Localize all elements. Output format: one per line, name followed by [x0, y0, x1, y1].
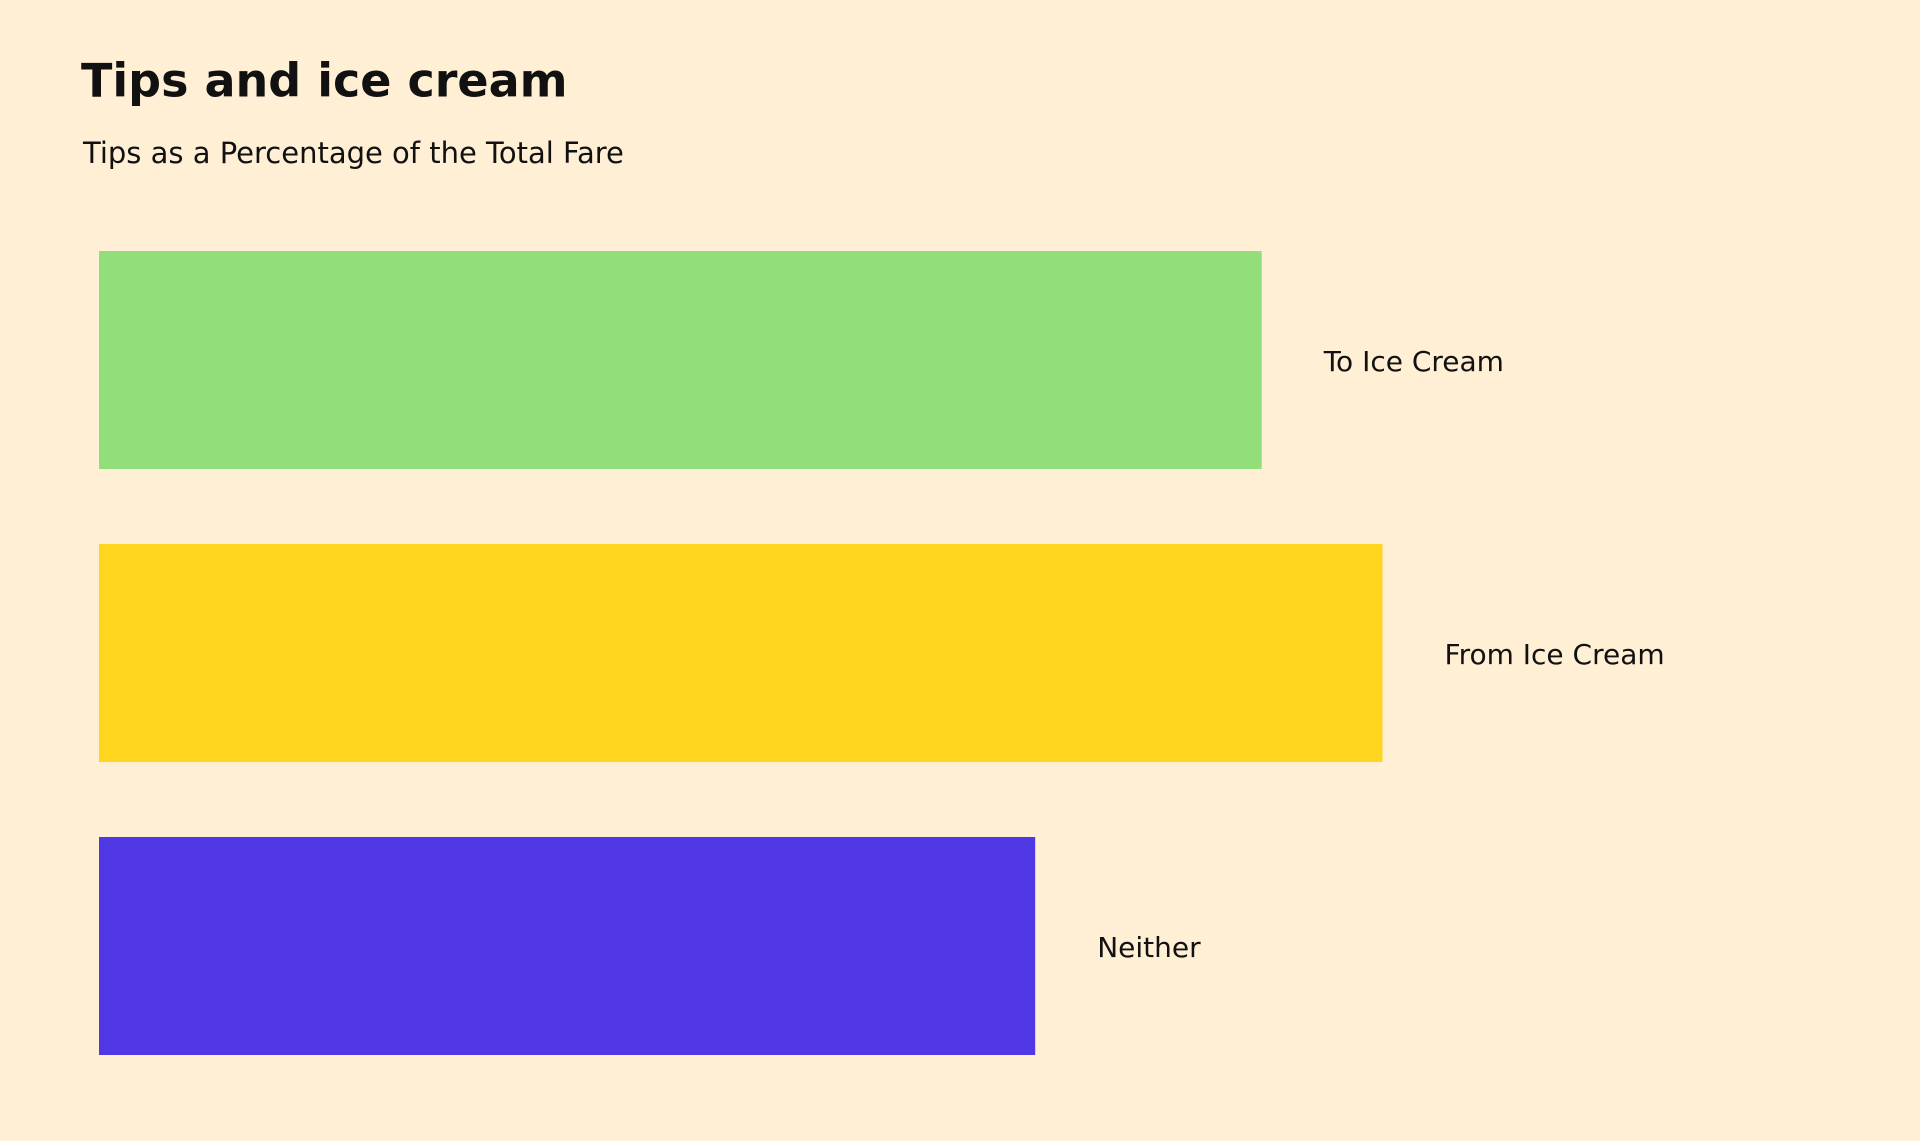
bar — [99, 837, 1036, 1055]
chart-subtitle: Tips as a Percentage of the Total Fare — [82, 136, 624, 170]
bar — [99, 544, 1383, 762]
bar-label: From Ice Cream — [1445, 638, 1665, 671]
bar — [99, 251, 1262, 469]
bar-label: Neither — [1097, 931, 1201, 964]
bar-label: To Ice Cream — [1323, 345, 1504, 378]
chart-title: Tips and ice cream — [81, 54, 568, 108]
